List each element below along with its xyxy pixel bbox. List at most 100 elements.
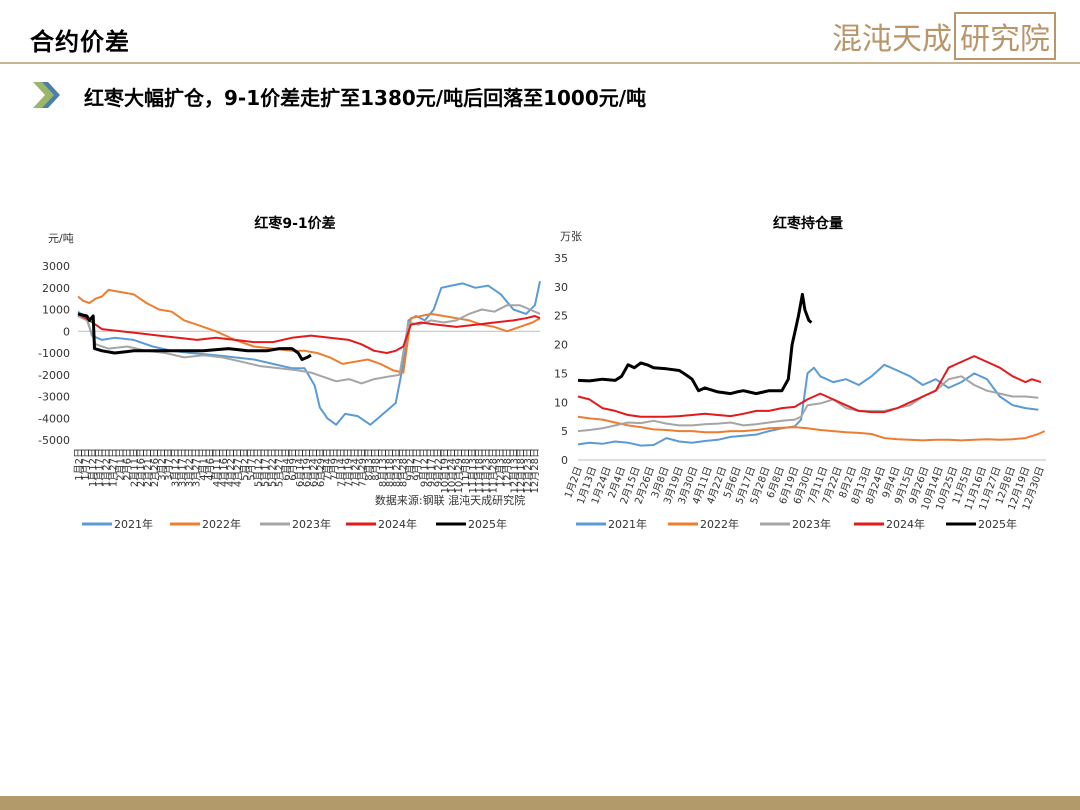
y-tick-label: -4000 — [38, 412, 70, 425]
series-line-2023年 — [577, 375, 1039, 433]
legend-label: 2025年 — [468, 517, 507, 531]
y-tick-label: 0 — [561, 454, 568, 467]
x-tick-label: 7月4日 — [322, 448, 334, 481]
x-tick-label: 11月18日 — [474, 448, 486, 493]
x-tick-label: 3月12日 — [170, 448, 182, 487]
x-tick-label: 5月27日 — [273, 448, 285, 487]
x-tick-label: 12月18日 — [515, 448, 527, 493]
y-tick-label: 15 — [554, 367, 568, 380]
x-tick-label: 1月22日 — [101, 448, 113, 487]
x-tick-label: 6月29日 — [315, 448, 327, 487]
x-tick-label: 10月29日 — [453, 448, 465, 493]
data-source: 数据来源:钢联 混沌天成研究院 — [375, 493, 525, 507]
x-tick-label: 1月7日 — [80, 448, 92, 481]
x-tick-label: 8月3日 — [363, 448, 375, 481]
x-tick-label: 8月13日 — [377, 448, 389, 487]
series-line-2021年 — [577, 363, 1039, 447]
x-tick-label: 8月18日 — [384, 448, 396, 487]
y-tick-label: 3000 — [42, 260, 70, 273]
logo-boxed-text: 研究院 — [954, 12, 1056, 60]
x-tick-label: 12月3日 — [494, 448, 506, 487]
x-tick-label: 4月1日 — [197, 448, 209, 481]
x-tick-label: 9月2日 — [405, 448, 417, 481]
y-tick-label: -3000 — [38, 391, 70, 404]
x-tick-label: 9月7日 — [412, 448, 424, 481]
y-tick-label: 5 — [561, 425, 568, 438]
x-tick-label: 9月22日 — [432, 448, 444, 487]
x-tick-label: 7月14日 — [336, 448, 348, 487]
x-tick-label: 12月23日 — [522, 448, 534, 493]
x-tick-label: 4月27日 — [232, 448, 244, 487]
x-tick-label: 12月28日 — [529, 448, 541, 493]
double-chevron-icon — [33, 82, 60, 108]
x-tick-label: 4月16日 — [218, 448, 230, 487]
x-tick-label: 12月8日 — [501, 448, 513, 487]
x-tick-label: 7月9日 — [329, 448, 341, 481]
y-tick-label: 20 — [554, 339, 568, 352]
x-tick-label: 3月27日 — [190, 448, 202, 487]
logo-text: 混沌天成 — [832, 22, 952, 57]
series-line-2022年 — [577, 415, 1046, 442]
x-tick-label: 2月1日 — [114, 448, 126, 481]
x-tick-label: 4月22日 — [225, 448, 237, 487]
x-tick-label: 8月28日 — [398, 448, 410, 487]
legend-label: 2023年 — [792, 517, 831, 531]
x-tick-label: 9月17日 — [425, 448, 437, 487]
x-tick-label: 9月12日 — [418, 448, 430, 487]
x-tick-label: 8月23日 — [391, 448, 403, 487]
x-tick-label: 11月28日 — [488, 448, 500, 493]
x-tick-label: 7月19日 — [342, 448, 354, 487]
x-tick-label: 3月2日 — [156, 448, 168, 481]
x-tick-label: 3月17日 — [177, 448, 189, 487]
footer-bar — [0, 796, 1080, 810]
x-tick-label: 7月24日 — [349, 448, 361, 487]
x-tick-label: 11月13日 — [467, 448, 479, 493]
x-tick-label: 1月12日 — [87, 448, 99, 487]
header-divider — [0, 62, 1080, 64]
y-axis-unit: 万张 — [560, 230, 582, 243]
x-tick-label: 10月19日 — [439, 448, 451, 493]
x-tick-label: 7月29日 — [356, 448, 368, 487]
series-line-2025年 — [577, 292, 813, 396]
brand-logo: 混沌天成 研究院 — [832, 12, 1056, 60]
series-line-2025年 — [77, 312, 312, 361]
y-tick-label: 30 — [554, 281, 568, 294]
x-tick-label: 2月26日 — [149, 448, 161, 487]
x-tick-label: 2月16日 — [135, 448, 147, 487]
x-tick-label: 6月14日 — [294, 448, 306, 487]
x-tick-label: 5月2日 — [239, 448, 251, 481]
y-tick-label: 1000 — [42, 304, 70, 317]
legend-label: 2022年 — [700, 517, 739, 531]
x-tick-label: 8月8日 — [370, 448, 382, 481]
x-tick-label: 2月21日 — [142, 448, 154, 487]
x-tick-label: 6月24日 — [308, 448, 320, 487]
legend-label: 2021年 — [114, 517, 153, 531]
x-tick-label: 12月13日 — [508, 448, 520, 493]
legend-label: 2024年 — [886, 517, 925, 531]
y-tick-label: 0 — [63, 325, 70, 338]
x-tick-label: 5月22日 — [266, 448, 278, 487]
x-tick-label: 1月27日 — [108, 448, 120, 487]
x-tick-label: 3月22日 — [184, 448, 196, 487]
y-tick-label: 35 — [554, 252, 568, 265]
x-tick-label: 5月12日 — [253, 448, 265, 487]
series-line-2021年 — [77, 280, 541, 426]
x-tick-label: 1月2日 — [73, 448, 85, 481]
series-line-2022年 — [77, 288, 541, 374]
x-tick-label: 1月17日 — [94, 448, 106, 487]
x-tick-label: 3月7日 — [163, 448, 175, 481]
legend-label: 2024年 — [378, 517, 417, 531]
legend-label: 2022年 — [202, 517, 241, 531]
legend-label: 2023年 — [292, 517, 331, 531]
x-tick-label: 2月11日 — [128, 448, 140, 487]
y-axis-unit: 元/吨 — [48, 232, 74, 245]
x-tick-label: 11月23日 — [481, 448, 493, 493]
y-tick-label: -5000 — [38, 434, 70, 447]
slide-subtitle: 红枣大幅扩仓，9-1价差走扩至1380元/吨后回落至1000元/吨 — [84, 86, 647, 110]
y-tick-label: 25 — [554, 310, 568, 323]
x-tick-label: 4月11日 — [211, 448, 223, 487]
x-tick-label: 10月24日 — [446, 448, 458, 493]
x-tick-label: 2月6日 — [121, 448, 133, 481]
x-tick-label: 6月19日 — [301, 448, 313, 487]
